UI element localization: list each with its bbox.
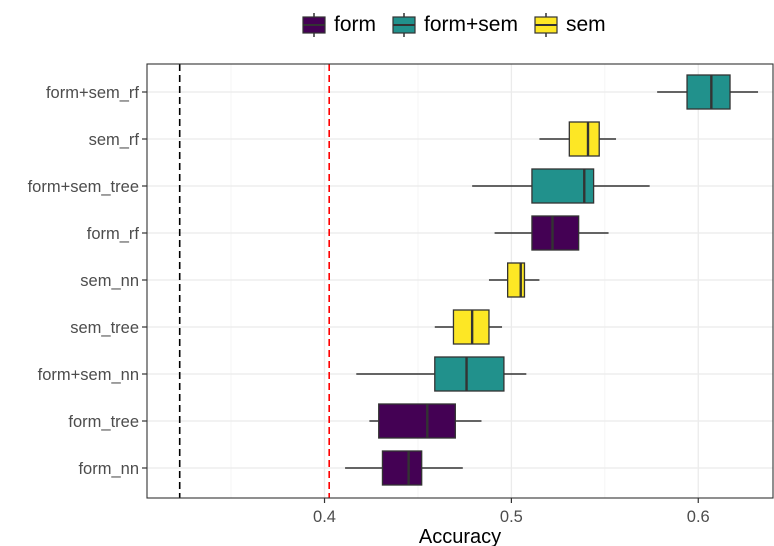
legend-label-form: form xyxy=(334,13,376,36)
box-form_rf xyxy=(531,215,580,251)
legend-key-form xyxy=(302,13,326,37)
legend-label-sem: sem xyxy=(565,13,606,36)
box-sem_nn xyxy=(507,262,526,298)
y-tick-label-sem_nn: sem_nn xyxy=(80,272,139,290)
y-tick-label-form+sem_nn: form+sem_nn xyxy=(38,366,139,384)
box-form_tree xyxy=(378,403,456,439)
y-tick-label-form_nn: form_nn xyxy=(78,460,139,478)
legend-item-sem: sem xyxy=(532,12,606,38)
box-form_nn xyxy=(381,450,423,486)
plot-border xyxy=(146,63,774,499)
y-tick-label-form+sem_tree: form+sem_tree xyxy=(28,178,139,196)
legend-label-form-sem: form+sem xyxy=(424,13,518,36)
box-form+sem_rf xyxy=(686,74,731,110)
y-tick-label-sem_rf: sem_rf xyxy=(89,131,140,149)
box-sem_rf xyxy=(568,121,600,157)
chart-legend: form form+sem sem xyxy=(300,8,606,42)
legend-key-sem xyxy=(534,13,558,37)
legend-item-form-sem: form+sem xyxy=(390,12,518,38)
legend-key-form-sem xyxy=(392,13,416,37)
x-axis-title: Accuracy xyxy=(419,526,501,546)
legend-item-form: form xyxy=(300,12,376,38)
box-form+sem_nn xyxy=(434,356,505,392)
y-tick-label-form_tree: form_tree xyxy=(68,413,139,431)
x-tick-label-1: 0.5 xyxy=(500,508,523,526)
x-tick-label-2: 0.6 xyxy=(687,508,710,526)
plot-panel xyxy=(147,64,773,498)
y-tick-label-form_rf: form_rf xyxy=(87,225,140,243)
y-tick-label-form+sem_rf: form+sem_rf xyxy=(46,84,139,102)
y-tick-label-sem_tree: sem_tree xyxy=(70,319,139,337)
x-tick-label-0: 0.4 xyxy=(313,508,336,526)
